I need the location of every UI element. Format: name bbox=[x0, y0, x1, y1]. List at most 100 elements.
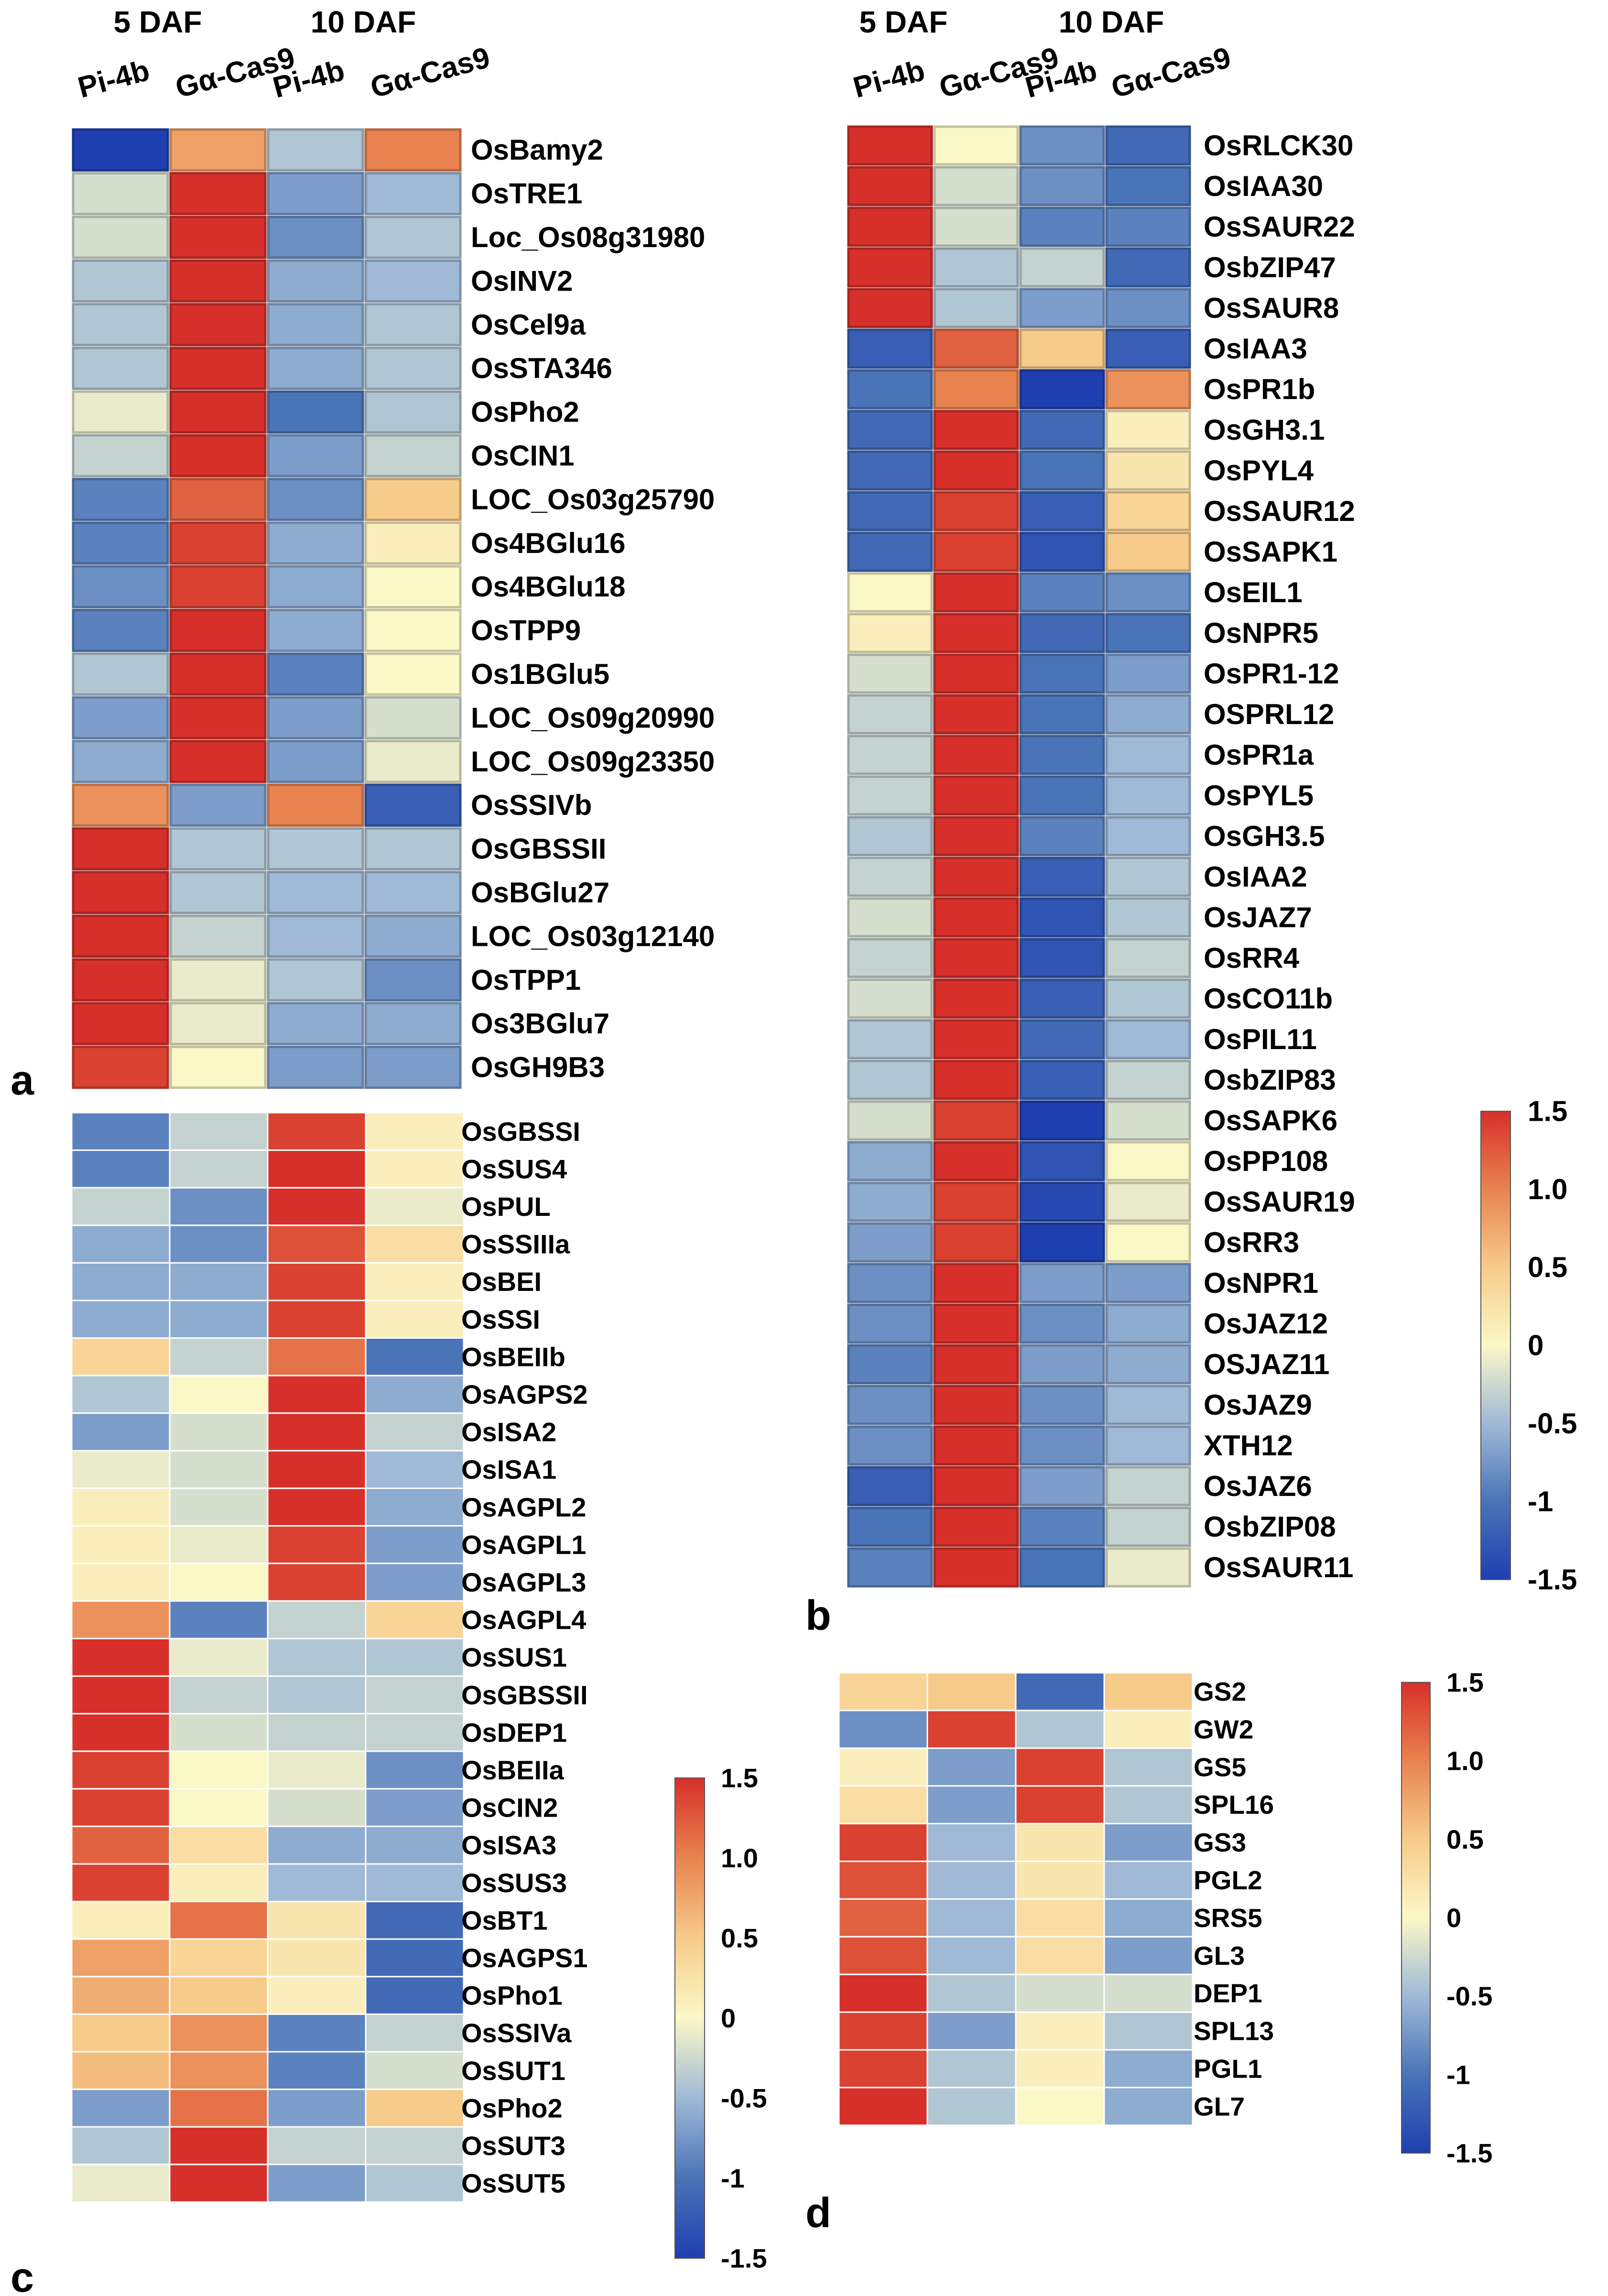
heatmap-cell bbox=[1105, 735, 1191, 775]
heatmap-cell bbox=[71, 1149, 171, 1189]
heatmap-cell bbox=[933, 1303, 1019, 1344]
heatmap-cell bbox=[169, 1750, 269, 1790]
row-label: OsPho2 bbox=[471, 396, 579, 428]
heatmap-cell bbox=[933, 694, 1019, 735]
heatmap-cell bbox=[365, 2164, 465, 2203]
row-label: SPL13 bbox=[1194, 2016, 1274, 2046]
heatmap-cell bbox=[365, 1713, 465, 1752]
heatmap-cell bbox=[933, 775, 1019, 816]
heatmap-cell bbox=[364, 521, 462, 565]
row-label: OsGH3.5 bbox=[1204, 820, 1325, 852]
heatmap-cell bbox=[1019, 410, 1105, 450]
heatmap-cell bbox=[71, 1450, 171, 1489]
heatmap-cell bbox=[364, 128, 462, 172]
heatmap-cell bbox=[72, 1002, 169, 1045]
row-label: OsAGPL2 bbox=[461, 1492, 586, 1522]
heatmap-cell bbox=[1019, 328, 1105, 369]
heatmap-cell bbox=[1019, 1466, 1105, 1506]
heatmap-cell bbox=[267, 652, 364, 696]
heatmap-cell bbox=[847, 1141, 933, 1181]
row-label: OsbZIP08 bbox=[1204, 1511, 1336, 1543]
heatmap-cell bbox=[72, 347, 169, 390]
heatmap-cell bbox=[169, 1045, 267, 1089]
heatmap-cell bbox=[267, 1045, 364, 1089]
row-label: OsSSI bbox=[461, 1304, 540, 1334]
heatmap-cell bbox=[1019, 1344, 1105, 1385]
colorbar-gradient bbox=[674, 1777, 705, 2259]
heatmap-cell bbox=[1103, 1861, 1194, 1900]
row-label: Os4BGlu18 bbox=[471, 571, 625, 603]
row-label: OsRR3 bbox=[1204, 1226, 1299, 1258]
heatmap-cell bbox=[1103, 2049, 1194, 2089]
heatmap-cell bbox=[267, 2013, 367, 2053]
heatmap-cell bbox=[847, 288, 933, 328]
colorbar-tick-label: 1.0 bbox=[1446, 1746, 1484, 1776]
row-label: OsSAUR12 bbox=[1204, 495, 1355, 527]
heatmap-cell bbox=[71, 1788, 171, 1827]
heatmap-cell bbox=[267, 259, 364, 303]
row-label: OsNPR5 bbox=[1204, 617, 1318, 649]
row-label: OsJAZ12 bbox=[1204, 1308, 1328, 1340]
heatmap-cell bbox=[267, 1337, 367, 1376]
heatmap-cell bbox=[364, 259, 462, 303]
row-label: OsSUT3 bbox=[461, 2131, 565, 2161]
heatmap-cell bbox=[71, 1525, 171, 1564]
heatmap-cell bbox=[71, 1750, 171, 1790]
heatmap-cell bbox=[926, 1747, 1017, 1787]
heatmap-cell bbox=[926, 1898, 1017, 1938]
heatmap-cell bbox=[364, 216, 462, 259]
heatmap-cell bbox=[1105, 897, 1191, 938]
row-label: OsISA3 bbox=[461, 1830, 556, 1860]
heatmap-cell bbox=[1019, 1425, 1105, 1466]
heatmap-cell bbox=[1019, 1263, 1105, 1303]
heatmap-cell bbox=[364, 347, 462, 390]
heatmap-cell bbox=[1015, 1861, 1105, 1900]
colorbar-tick-label: -0.5 bbox=[1446, 1981, 1493, 2011]
heatmap-cell bbox=[1019, 694, 1105, 735]
row-label: OsGH3.1 bbox=[1204, 414, 1325, 446]
row-label: LOC_Os03g25790 bbox=[471, 483, 715, 515]
colorbar-tick-label: 0.5 bbox=[1528, 1251, 1567, 1283]
heatmap-cell bbox=[365, 1938, 465, 1978]
heatmap-cell bbox=[933, 166, 1019, 206]
heatmap-cell bbox=[838, 1898, 928, 1938]
heatmap-cell bbox=[365, 1262, 465, 1301]
heatmap-cell bbox=[1103, 1747, 1194, 1787]
heatmap-cell bbox=[169, 216, 267, 259]
heatmap-cell bbox=[71, 2164, 171, 2203]
heatmap-cell bbox=[1019, 369, 1105, 410]
row-label: OsCO11b bbox=[1204, 983, 1333, 1015]
row-label: OsSAPK6 bbox=[1204, 1105, 1337, 1137]
heatmap-cell bbox=[1019, 856, 1105, 897]
heatmap-cell bbox=[847, 491, 933, 531]
heatmap-cell bbox=[933, 247, 1019, 288]
heatmap-cell bbox=[364, 914, 462, 958]
heatmap-cell bbox=[1105, 694, 1191, 735]
heatmap-cell bbox=[933, 1425, 1019, 1466]
row-label: OsCIN2 bbox=[461, 1793, 558, 1823]
heatmap-cell bbox=[838, 1823, 928, 1863]
heatmap-cells bbox=[847, 125, 1191, 1588]
heatmap-cell bbox=[1105, 369, 1191, 410]
row-label: OsSSIIIa bbox=[461, 1229, 570, 1259]
row-label: OsGBSSII bbox=[471, 833, 606, 865]
heatmap-cell bbox=[169, 128, 267, 172]
heatmap-cell bbox=[169, 303, 267, 347]
row-label: OsSSIVa bbox=[461, 2018, 572, 2048]
heatmap-cell bbox=[926, 2087, 1017, 2126]
heatmap-cell bbox=[267, 1149, 367, 1189]
heatmap-cell bbox=[838, 2049, 928, 2089]
colorbar-tick-label: 0.5 bbox=[1446, 1824, 1484, 1854]
heatmap-cell bbox=[365, 1187, 465, 1226]
heatmap-cell bbox=[933, 1263, 1019, 1303]
row-label: OsINV2 bbox=[471, 265, 573, 297]
heatmap-cell bbox=[365, 1487, 465, 1527]
colorbar-tick-label: -1.5 bbox=[1446, 2138, 1493, 2168]
heatmap-cell bbox=[169, 1337, 269, 1376]
heatmap-cell bbox=[365, 1300, 465, 1339]
heatmap-cell bbox=[169, 652, 267, 696]
heatmap-cell bbox=[169, 958, 267, 1002]
colorbar: 1.5 1.0 0.5 0 -0.5 -1 -1.5 bbox=[1401, 1668, 1493, 2168]
colorbar-tick-label: 0 bbox=[721, 2003, 736, 2033]
heatmap-cell bbox=[847, 1060, 933, 1100]
